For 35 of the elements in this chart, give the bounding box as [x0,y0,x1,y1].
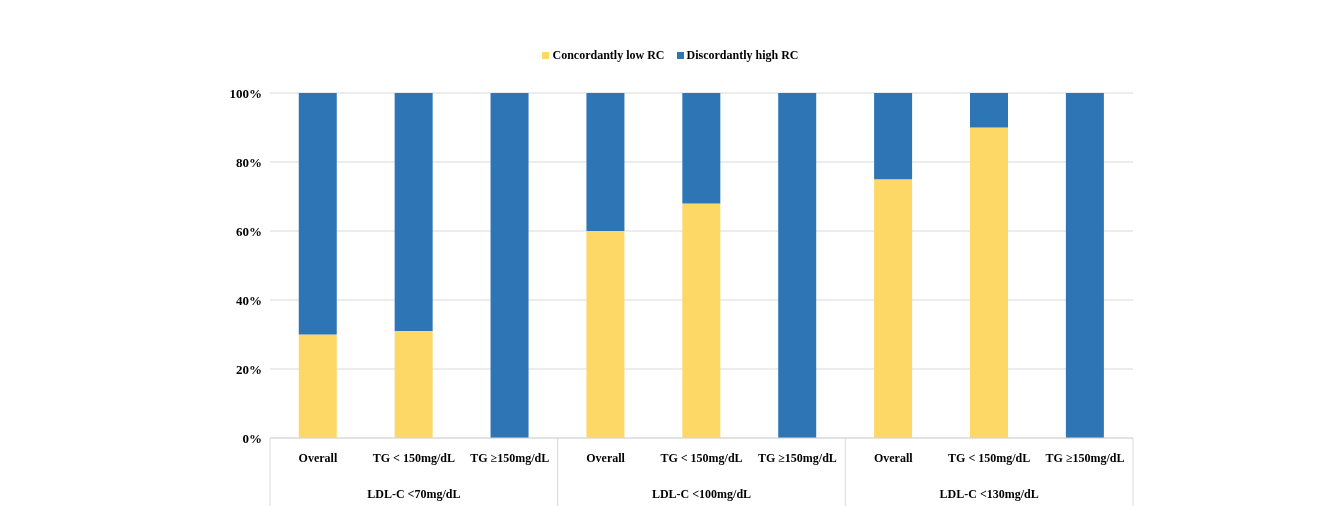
legend-label: Discordantly high RC [685,48,799,63]
text: LDL-C <130mg/dL [939,487,1039,501]
y-tick-label: 100% [229,85,262,101]
bar [586,93,625,231]
bar [1065,93,1104,438]
x-tick-label: TG < 150mg/dL [660,451,743,465]
bar [778,93,817,438]
bar [682,93,721,204]
bar [682,203,721,438]
y-tick-label: 20% [236,361,262,377]
bar [394,93,433,332]
bar [874,93,913,180]
text: LDL-C <100mg/dL [651,487,752,501]
legend-label: Concordantly low RC [551,48,665,63]
bar [586,231,625,438]
bar [969,93,1008,128]
x-tick-label: TG ≥150mg/dL [470,451,550,465]
bar [394,331,433,438]
x-tick-label: Overall [873,451,914,465]
bar [490,93,529,438]
x-tick-label: TG < 150mg/dL [372,451,455,465]
bar [969,127,1008,438]
y-tick-label: 60% [236,223,262,239]
x-tick-label: TG ≥150mg/dL [757,451,837,465]
x-tick-label: TG < 150mg/dL [948,451,1031,465]
x-tick-label: Overall [586,451,626,465]
text: LDL-C <70mg/dL [367,487,461,501]
bar [874,179,913,438]
bar [298,93,337,335]
y-tick-label: 80% [236,154,262,170]
bar [298,334,337,438]
y-tick-label: 0% [242,430,262,446]
x-tick-label: TG ≥150mg/dL [1045,451,1125,465]
y-tick-label: 40% [236,292,262,308]
x-tick-label: Overall [298,451,338,465]
